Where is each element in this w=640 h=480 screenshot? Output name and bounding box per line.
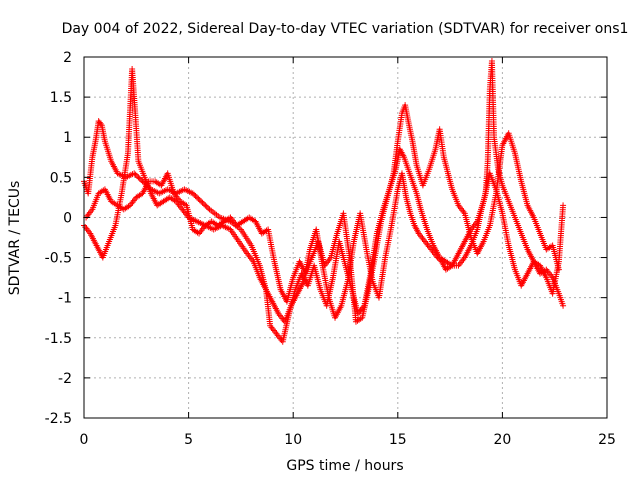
data-point (135, 174, 142, 181)
data-point (560, 302, 567, 309)
plot-frame (83, 56, 608, 419)
y-tick-label: 2 (63, 50, 72, 66)
data-point (200, 201, 207, 208)
data-point (435, 255, 442, 262)
x-tick-label: 0 (80, 432, 89, 448)
y-tick-label: -2.5 (45, 411, 72, 427)
data-point (138, 177, 145, 184)
data-point (191, 191, 198, 198)
data-point (205, 205, 212, 212)
data-point (136, 175, 143, 182)
x-tick-label: 25 (598, 432, 616, 448)
y-tick-label: -1.5 (45, 331, 72, 347)
y-tick-label: 0.5 (50, 170, 72, 186)
x-tick-label: 15 (389, 432, 407, 448)
data-point (202, 202, 209, 209)
data-point (203, 203, 210, 210)
data-point (131, 170, 138, 177)
data-point (193, 194, 200, 201)
data-point (189, 190, 196, 197)
data-point (560, 202, 567, 209)
data-point (192, 193, 199, 200)
data-point (132, 171, 139, 178)
y-tick-label: -1 (58, 291, 72, 307)
data-point (97, 120, 104, 127)
series-track-c (83, 102, 562, 325)
data-point (133, 172, 140, 179)
x-tick-label: 20 (493, 432, 511, 448)
data-point (555, 266, 562, 273)
x-axis-ticks: 0 5 10 15 20 25 (80, 57, 616, 448)
x-tick-label: 10 (284, 432, 302, 448)
series-track-b (81, 66, 567, 325)
y-tick-label: 0 (63, 210, 72, 226)
data-marks (81, 58, 567, 345)
y-tick-label: -0.5 (45, 251, 72, 267)
x-tick-label: 5 (184, 432, 193, 448)
grid-lines (84, 57, 607, 418)
y-tick-label: 1.5 (50, 90, 72, 106)
y-axis-ticks: -2.5 -2 -1.5 -1 -0.5 0 0.5 1 1.5 2 (45, 50, 607, 427)
x-axis-label: GPS time / hours (286, 458, 403, 474)
y-axis-label: SDTVAR / TECUs (7, 181, 23, 296)
data-point (196, 197, 203, 204)
data-point (199, 199, 206, 206)
chart-title: Day 004 of 2022, Sidereal Day-to-day VTE… (62, 21, 629, 37)
data-point (434, 254, 441, 261)
data-point (195, 195, 202, 202)
y-tick-label: -2 (58, 371, 72, 387)
data-point (198, 198, 205, 205)
y-tick-label: 1 (63, 130, 72, 146)
